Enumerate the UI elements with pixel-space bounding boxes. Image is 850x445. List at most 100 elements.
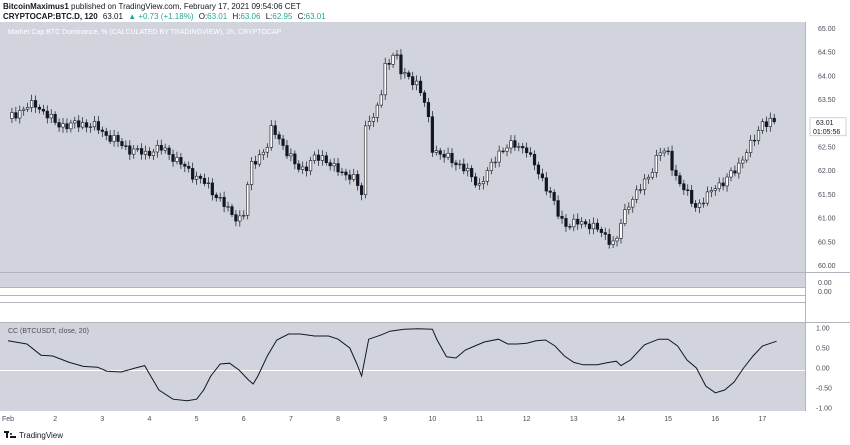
time-tick-label: 15: [664, 416, 672, 423]
candle-body: [88, 126, 93, 128]
candle-body: [285, 145, 289, 157]
candle-body: [65, 123, 69, 130]
cc-tick-label: -1.00: [816, 406, 832, 413]
candle-body: [139, 148, 144, 155]
cc-pane[interactable]: [0, 323, 805, 411]
symbol-name: CRYPTOCAP:BTC.D, 120: [3, 12, 98, 21]
candle-body: [485, 170, 489, 182]
candle-body: [320, 155, 324, 161]
candle-body: [760, 121, 765, 131]
price-pane-title: Market Cap BTC Dominance, % (CALCULATED …: [8, 29, 282, 36]
candle-body: [642, 178, 647, 190]
candle-body: [556, 200, 560, 217]
candle-body: [745, 152, 749, 161]
candle-body: [92, 121, 97, 128]
candle-body: [250, 161, 254, 185]
candle-body: [509, 140, 513, 149]
chart-area[interactable]: Market Cap BTC Dominance, % (CALCULATED …: [0, 22, 850, 427]
candle-body: [124, 145, 128, 147]
time-axis[interactable]: Feb 2 3 4 5 6 7 8 9 10 11 12 13 14 15 16 17: [2, 416, 766, 423]
candle-body: [438, 150, 442, 155]
candle-body: [595, 222, 599, 230]
candle-body: [678, 175, 682, 185]
candle-body: [733, 170, 737, 174]
candle-body: [568, 226, 572, 228]
candle-body: [328, 162, 332, 167]
candle-body: [635, 189, 639, 200]
candle-body: [37, 106, 42, 110]
candle-body: [49, 113, 53, 119]
candle-body: [497, 150, 501, 163]
price-tick-label: 65.00: [818, 26, 836, 33]
candle-body: [749, 139, 753, 153]
candle-body: [532, 154, 537, 166]
candle-body: [690, 190, 694, 204]
cc-tick-label: 0.00: [816, 366, 830, 373]
candle-body: [352, 174, 356, 180]
low-label: L:: [265, 12, 273, 21]
close-value: 63.01: [305, 12, 326, 21]
high-value: 63.06: [240, 12, 261, 21]
candle-body: [481, 181, 486, 185]
candle-body: [269, 125, 273, 148]
candle-body: [218, 197, 222, 199]
candle-body: [650, 172, 655, 178]
candle-body: [528, 152, 533, 155]
price-tick-label: 60.00: [818, 263, 836, 270]
candle-body: [694, 203, 698, 208]
cc-tick-label: 1.00: [816, 326, 830, 333]
candle-body: [136, 148, 140, 150]
candle-body: [407, 72, 411, 77]
candle-body: [383, 63, 387, 96]
candle-body: [576, 218, 580, 225]
candle-body: [41, 108, 45, 112]
candle-body: [517, 146, 521, 148]
candle-body: [257, 154, 262, 165]
candle-body: [662, 150, 666, 154]
candle-body: [615, 238, 619, 242]
candle-body: [442, 153, 446, 158]
candle-body: [399, 54, 403, 75]
candle-body: [356, 174, 360, 186]
candle-body: [540, 173, 544, 179]
candle-body: [709, 190, 713, 193]
candle-body: [183, 163, 187, 167]
price-axis[interactable]: 65.0064.5064.0063.5063.0062.5062.0061.50…: [818, 26, 836, 270]
candle-body: [395, 54, 399, 56]
candle-body: [670, 150, 674, 171]
candle-body: [654, 155, 658, 173]
candle-body: [81, 122, 85, 128]
candle-body: [513, 140, 517, 148]
candle-body: [77, 120, 81, 128]
close-label: C:: [297, 12, 306, 21]
candle-body: [336, 163, 340, 173]
candle-body: [536, 164, 541, 175]
candle-body: [187, 166, 191, 169]
candle-body: [505, 147, 509, 152]
footer-brand[interactable]: TradingView: [19, 431, 64, 440]
candle-body: [462, 163, 466, 172]
candle-body: [446, 152, 450, 158]
author-name[interactable]: BitcoinMaximus1: [3, 2, 69, 11]
candle-body: [128, 145, 132, 155]
time-tick-label: 13: [570, 416, 578, 423]
price-tick-label: 60.50: [818, 239, 836, 246]
candle-body: [713, 188, 717, 191]
candle-body: [391, 54, 395, 65]
candle-body: [198, 175, 203, 179]
candle-body: [316, 154, 321, 161]
candle-body: [544, 177, 548, 192]
candle-body: [741, 159, 745, 164]
time-tick-label: 4: [148, 416, 152, 423]
candle-body: [297, 163, 301, 170]
candle-body: [265, 147, 269, 153]
candle-body: [222, 197, 226, 207]
candle-body: [415, 80, 419, 86]
candle-body: [18, 110, 22, 119]
time-tick-label: Feb: [2, 416, 14, 423]
candle-body: [33, 100, 38, 108]
candle-body: [434, 150, 438, 153]
candle-body: [179, 157, 183, 165]
candle-body: [53, 113, 57, 123]
cc-axis[interactable]: 1.00 0.50 0.00 -0.50 -1.00: [816, 326, 832, 413]
